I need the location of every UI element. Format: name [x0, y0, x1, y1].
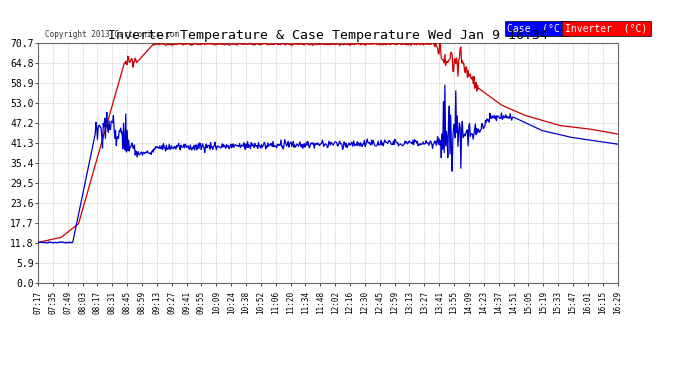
Title: Inverter Temperature & Case Temperature Wed Jan 9 16:34: Inverter Temperature & Case Temperature … — [108, 29, 548, 42]
Text: Copyright 2013 Cartronics.com: Copyright 2013 Cartronics.com — [45, 30, 179, 39]
Text: Case  (°C): Case (°C) — [507, 24, 566, 33]
Text: Inverter  (°C): Inverter (°C) — [565, 24, 648, 33]
